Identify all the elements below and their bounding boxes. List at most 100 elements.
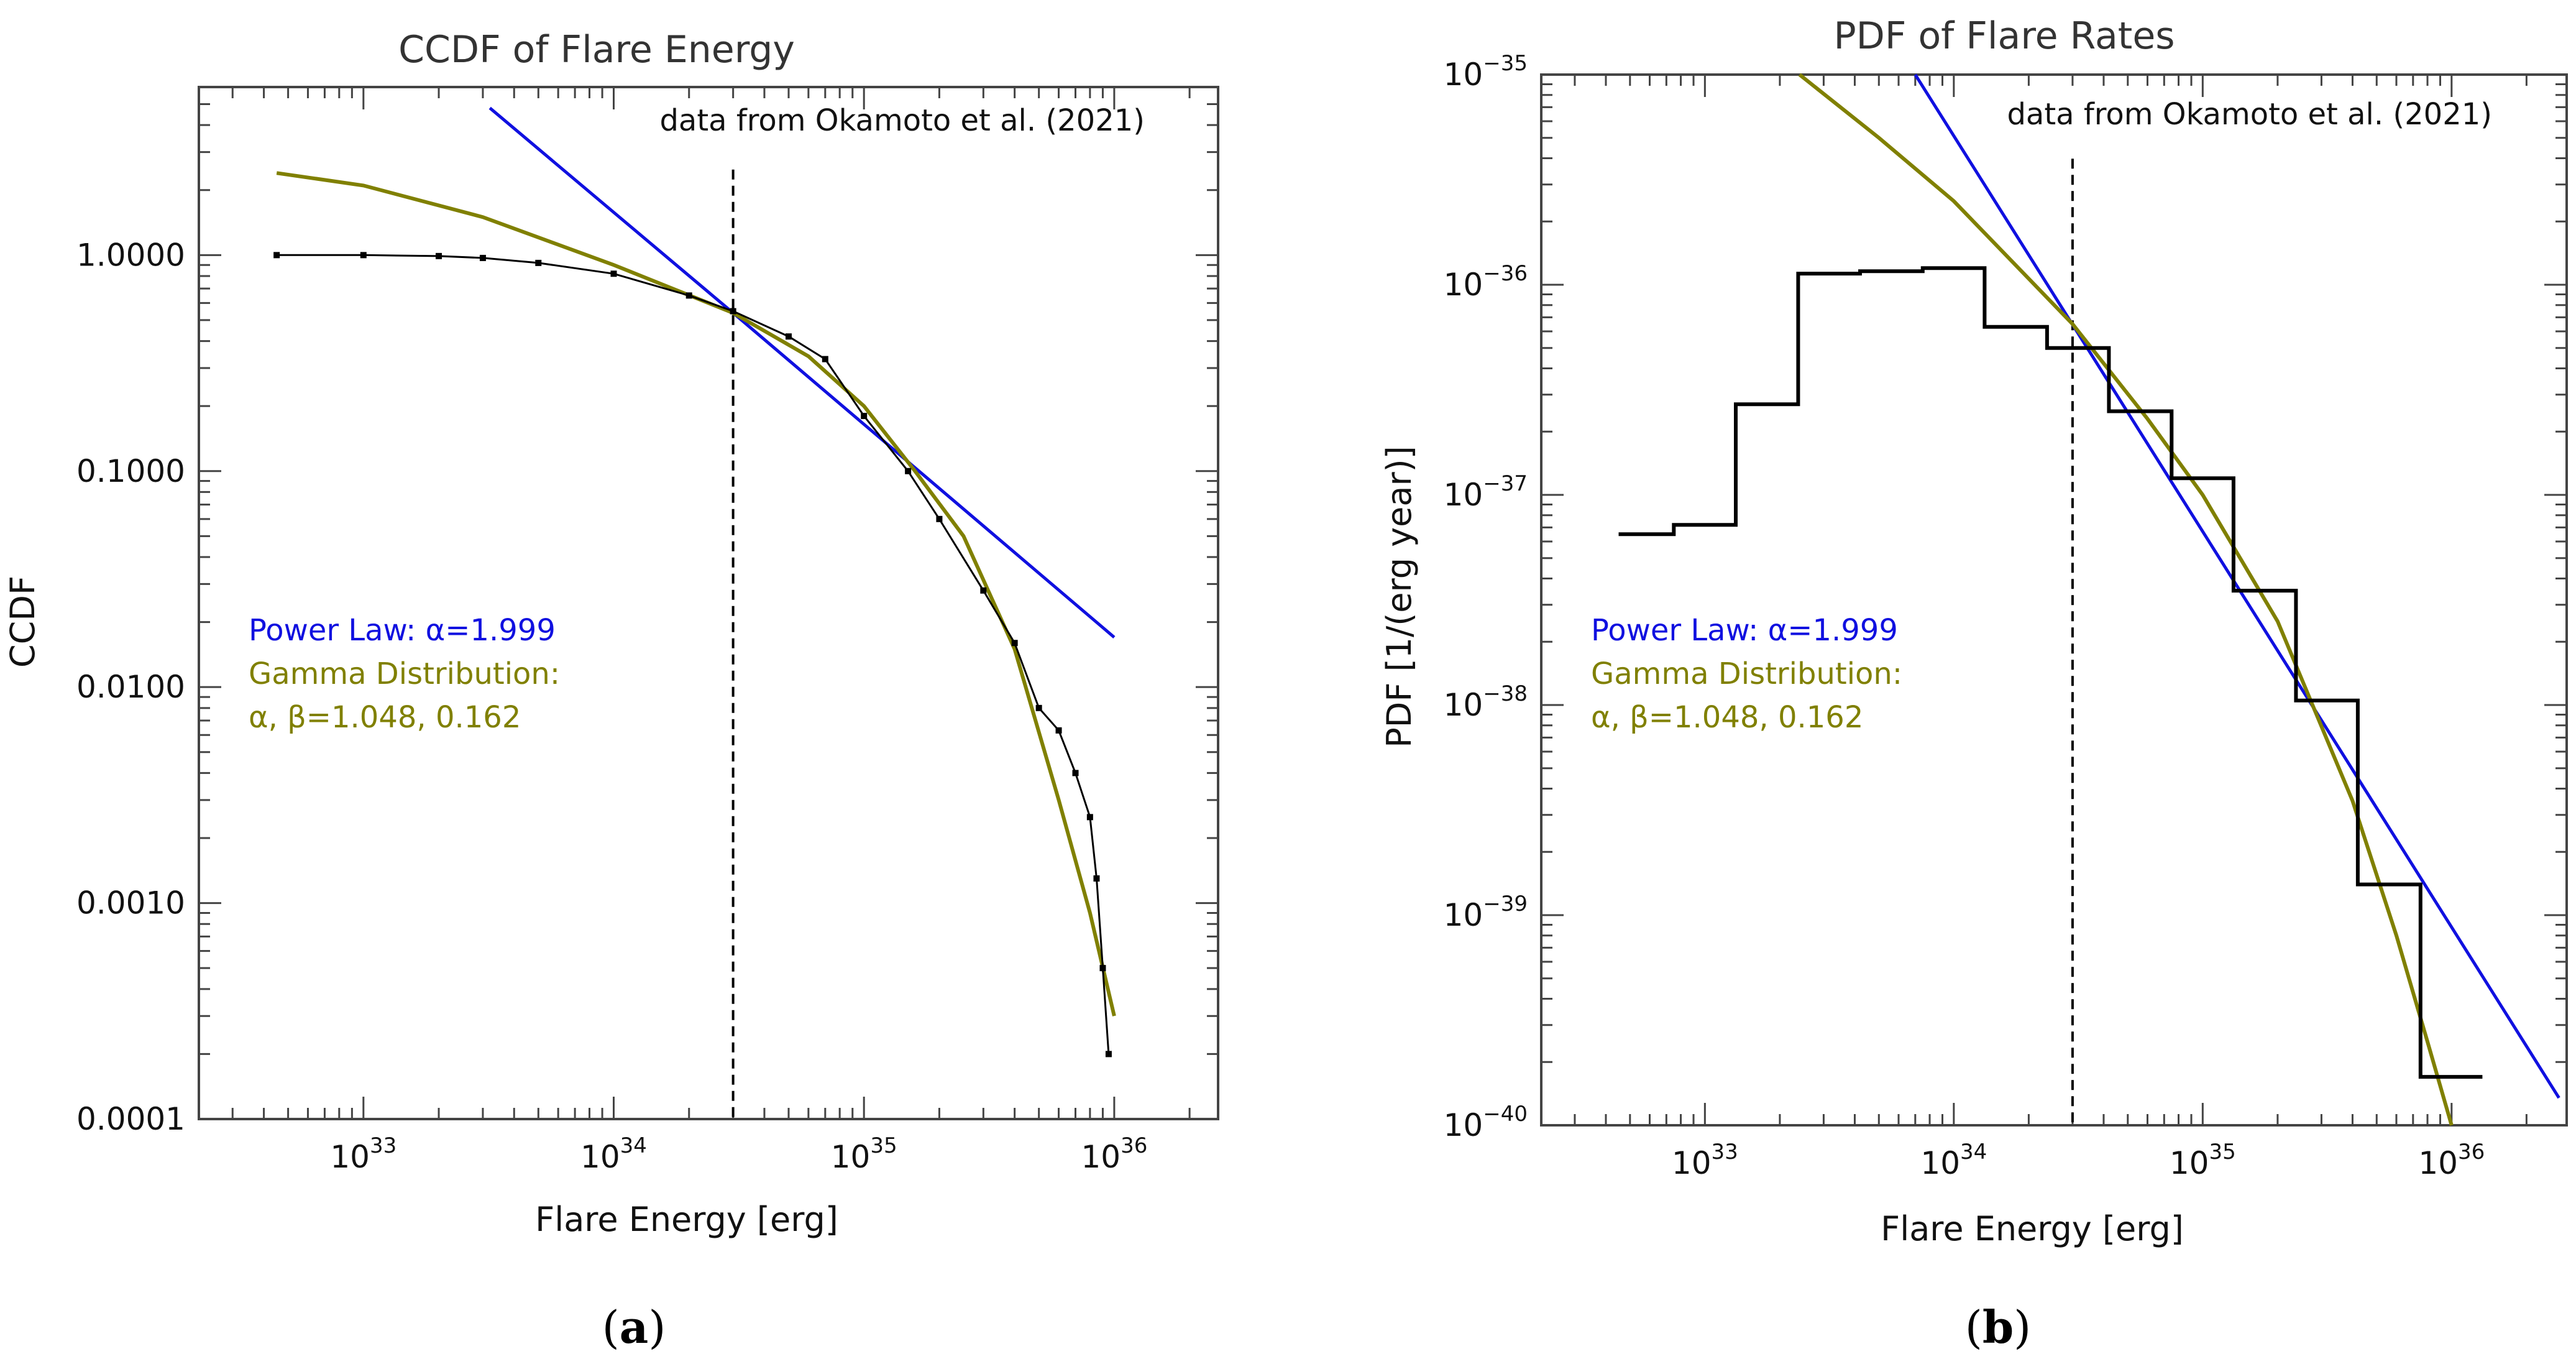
panel-b-legend-power-law: Power Law: α=1.999 [1591, 613, 1898, 648]
data-point [1011, 640, 1018, 647]
panel-a-tick-marks [199, 86, 1218, 1120]
y-tick-label: 1.0000 [76, 237, 185, 273]
panel-b-title: PDF of Flare Rates [1834, 14, 2175, 58]
x-tick-label-exponent: 35 [870, 1133, 897, 1158]
y-tick-label-exponent: −36 [1483, 261, 1528, 286]
panel-b-legend-gamma-params: α, β=1.048, 0.162 [1591, 700, 1863, 735]
panel-b-plot-frame [1540, 73, 2568, 1127]
data-point [1035, 704, 1042, 711]
panel-a-label-open-paren: ( [602, 1301, 620, 1353]
panel-a-ccdf-chart: CCDF of Flare Energy 1.0000 0.1000 0.0100 0… [3, 28, 1219, 1353]
panel-a-x-axis-label: Flare Energy [erg] [535, 1200, 838, 1239]
panel-a-label-close-paren: ) [648, 1301, 666, 1353]
data-point [1055, 727, 1062, 734]
data-point [905, 468, 912, 474]
x-tick-label: 1033 [330, 1133, 396, 1175]
data-point [610, 270, 617, 277]
y-tick-label: 0.1000 [76, 453, 185, 489]
panel-b-pdf-chart: PDF of Flare Rates 10−3510−3610−3710−381… [1380, 14, 2568, 1353]
x-tick-label: 1034 [580, 1133, 647, 1175]
x-tick-label-exponent: 34 [1960, 1140, 1987, 1164]
panel-b-label: (b) [1965, 1301, 2032, 1353]
y-tick-label: 10−37 [1444, 471, 1528, 513]
x-tick-label-exponent: 36 [1121, 1133, 1147, 1158]
panel-b-power-law-line [1914, 73, 2560, 1099]
y-tick-label: 0.0010 [76, 885, 185, 921]
data-point [535, 259, 542, 266]
panel-b-x-axis-label: Flare Energy [erg] [1881, 1209, 2184, 1248]
x-tick-label-exponent: 36 [2458, 1140, 2485, 1164]
panel-b-x-tick-labels: 1033 1034 1035 1036 [1672, 1140, 2485, 1181]
x-tick-label-base: 10 [2418, 1145, 2458, 1181]
panel-a-x-tick-labels: 1033 1034 1035 1036 [330, 1133, 1147, 1175]
panel-b-label-open-paren: ( [1965, 1301, 1982, 1353]
panel-a-legend-gamma-title: Gamma Distribution: [249, 657, 560, 691]
data-point [936, 515, 943, 522]
data-point [436, 252, 442, 259]
x-tick-label-exponent: 35 [2209, 1140, 2236, 1164]
y-tick-label: 0.0001 [76, 1101, 185, 1137]
x-tick-label-base: 10 [2170, 1145, 2209, 1181]
y-tick-label-base: 10 [1444, 267, 1483, 303]
data-point [685, 292, 692, 299]
panel-a-data-markers [273, 252, 1112, 1058]
y-tick-label-exponent: −39 [1483, 892, 1528, 916]
panel-b-legend-gamma-title: Gamma Distribution: [1591, 657, 1902, 691]
data-point [1093, 875, 1100, 882]
y-tick-label: 0.0100 [76, 669, 185, 705]
x-tick-label: 1036 [2418, 1140, 2485, 1181]
x-tick-label: 1035 [831, 1133, 897, 1175]
panel-b-label-close-paren: ) [2014, 1301, 2031, 1353]
data-point [785, 333, 792, 340]
data-point [730, 308, 736, 315]
x-tick-label-base: 10 [330, 1139, 370, 1175]
y-tick-label-exponent: −40 [1483, 1102, 1528, 1127]
data-point [1105, 1051, 1112, 1058]
panel-b-y-axis-label: PDF [1/(erg year)] [1380, 446, 1419, 748]
y-tick-label-exponent: −37 [1483, 471, 1528, 496]
panel-a-source-annotation: data from Okamoto et al. (2021) [659, 103, 1145, 138]
panel-a-gamma-curve [276, 171, 1116, 1016]
panel-a-y-axis-label: CCDF [3, 576, 42, 668]
panel-a-label: (a) [602, 1301, 666, 1353]
x-tick-label-base: 10 [831, 1139, 871, 1175]
data-point [273, 252, 280, 259]
y-tick-label: 10−39 [1444, 892, 1528, 933]
data-point [822, 356, 828, 362]
data-point [980, 587, 987, 594]
y-tick-label: 10−38 [1444, 681, 1528, 723]
data-point [360, 252, 367, 259]
panel-b-gamma-curve [1798, 73, 2454, 1126]
panel-a-plot-frame [198, 86, 1219, 1120]
data-point [1072, 770, 1079, 776]
panel-b-label-letter: b [1982, 1301, 2014, 1353]
panel-a-label-letter: a [620, 1301, 649, 1353]
y-tick-label-base: 10 [1444, 687, 1483, 723]
data-point [1099, 965, 1106, 972]
data-point [1086, 814, 1093, 821]
y-tick-label-base: 10 [1444, 897, 1483, 933]
data-point [479, 254, 486, 261]
x-tick-label-base: 10 [580, 1139, 620, 1175]
panel-b-tick-marks [1541, 73, 2567, 1127]
x-tick-label: 1036 [1081, 1133, 1147, 1175]
panel-b-source-annotation: data from Okamoto et al. (2021) [2007, 97, 2492, 132]
x-tick-label-base: 10 [1920, 1145, 1960, 1181]
y-tick-label-base: 10 [1444, 1107, 1483, 1143]
y-tick-label: 10−36 [1444, 261, 1528, 303]
x-tick-label-exponent: 33 [370, 1133, 396, 1158]
x-tick-label: 1033 [1672, 1140, 1738, 1181]
data-point [861, 413, 868, 420]
panel-a-legend-power-law: Power Law: α=1.999 [249, 613, 556, 648]
x-tick-label-exponent: 34 [620, 1133, 647, 1158]
panel-a-legend-gamma-params: α, β=1.048, 0.162 [249, 700, 521, 735]
y-tick-label: 10−35 [1444, 51, 1528, 93]
x-tick-label: 1034 [1920, 1140, 1987, 1181]
panel-a-y-tick-labels: 1.0000 0.1000 0.0100 0.0010 0.0001 [76, 237, 185, 1137]
panel-a-title: CCDF of Flare Energy [398, 28, 795, 71]
y-tick-label-exponent: −38 [1483, 681, 1528, 706]
y-tick-label-base: 10 [1444, 477, 1483, 513]
x-tick-label: 1035 [2170, 1140, 2236, 1181]
